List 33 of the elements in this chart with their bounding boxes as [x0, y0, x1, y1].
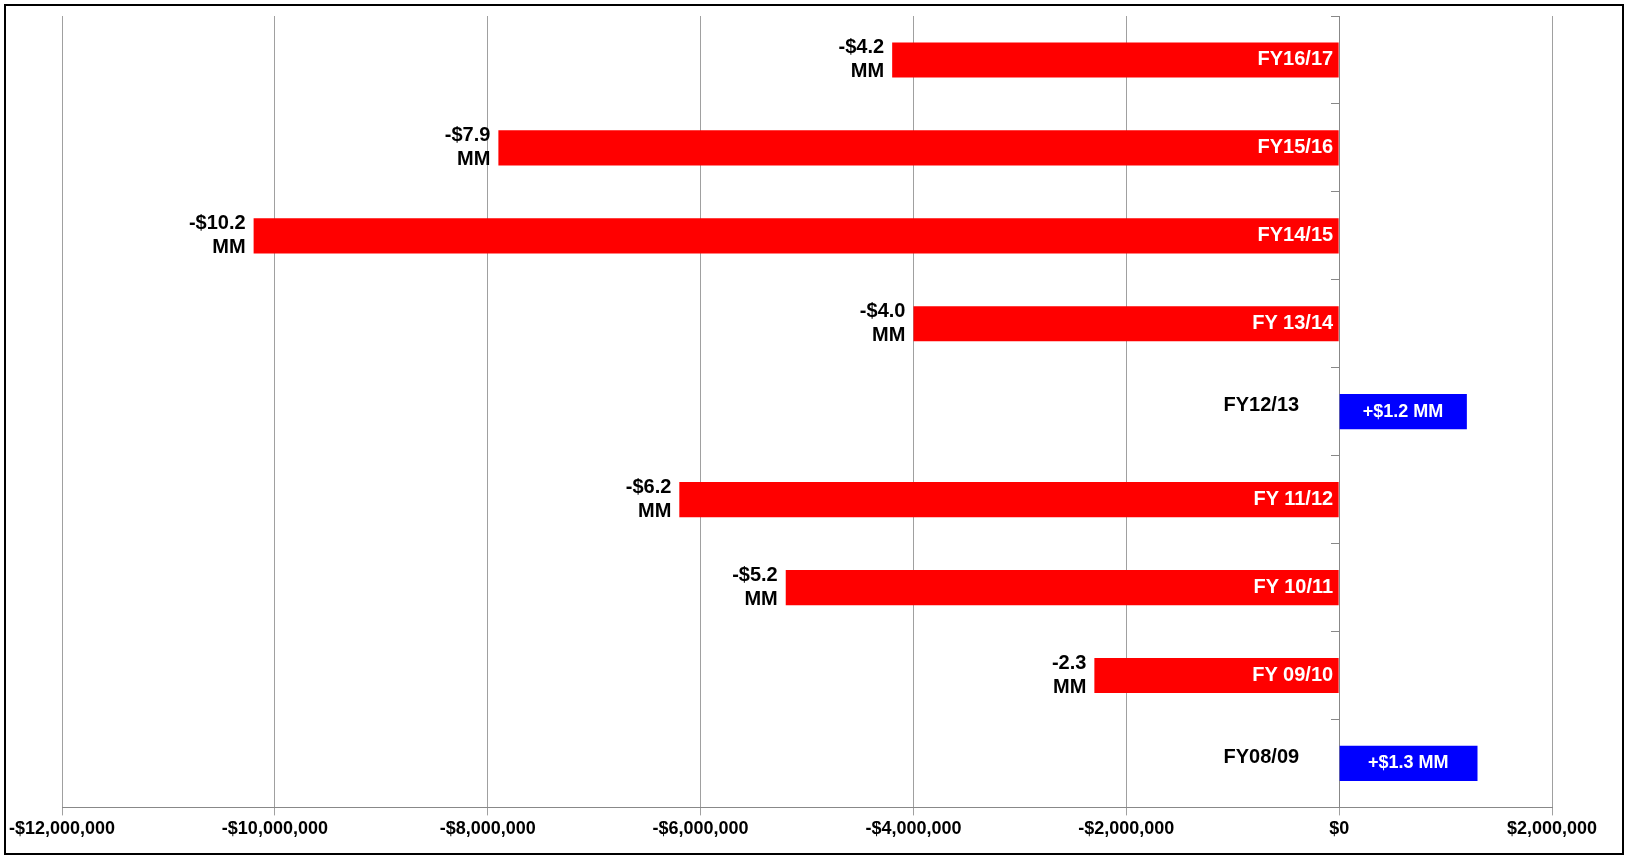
- annotation: +$1.2 MM: [1362, 400, 1444, 421]
- x-tick-label: -$4,000,000: [865, 818, 962, 839]
- y-tick-label: FY15/16: [1257, 135, 1334, 158]
- x-tick-label: -$10,000,000: [221, 818, 328, 839]
- y-tick-label: FY12/13: [1223, 393, 1300, 416]
- bar: [498, 130, 1339, 166]
- bar: [785, 569, 1339, 606]
- annotation: -$6.2 MM: [625, 475, 672, 522]
- annotation: -$4.2 MM: [838, 35, 885, 82]
- bar: [679, 482, 1339, 518]
- x-tick-label: -$2,000,000: [1078, 818, 1175, 839]
- y-tick-label: FY14/15: [1257, 223, 1334, 246]
- x-tick-label: -$6,000,000: [652, 818, 749, 839]
- annotation: -$7.9 MM: [444, 123, 491, 170]
- annotation: -$10.2 MM: [188, 211, 246, 258]
- annotation: -$4.0 MM: [859, 299, 906, 346]
- y-tick-label: FY 10/11: [1253, 575, 1334, 598]
- y-tick-label: FY 13/14: [1252, 311, 1335, 334]
- annotation: +$1.3 MM: [1368, 752, 1449, 773]
- bar: [892, 42, 1339, 78]
- bar: [1094, 657, 1339, 694]
- x-tick-label: $2,000,000: [1506, 818, 1598, 839]
- bar: [253, 218, 1339, 254]
- y-tick-label: FY08/09: [1223, 744, 1300, 767]
- annotation: -2.3 MM: [1051, 651, 1087, 698]
- x-tick-label: -$12,000,000: [9, 818, 116, 839]
- y-tick-label: FY 11/12: [1253, 487, 1334, 510]
- y-tick-label: FY16/17: [1257, 47, 1334, 70]
- y-tick-label: FY 09/10: [1252, 663, 1334, 686]
- bar: [913, 306, 1339, 342]
- x-tick-label: $0: [1329, 818, 1350, 839]
- annotation: -$5.2 MM: [732, 563, 778, 610]
- x-tick-label: -$8,000,000: [439, 818, 536, 839]
